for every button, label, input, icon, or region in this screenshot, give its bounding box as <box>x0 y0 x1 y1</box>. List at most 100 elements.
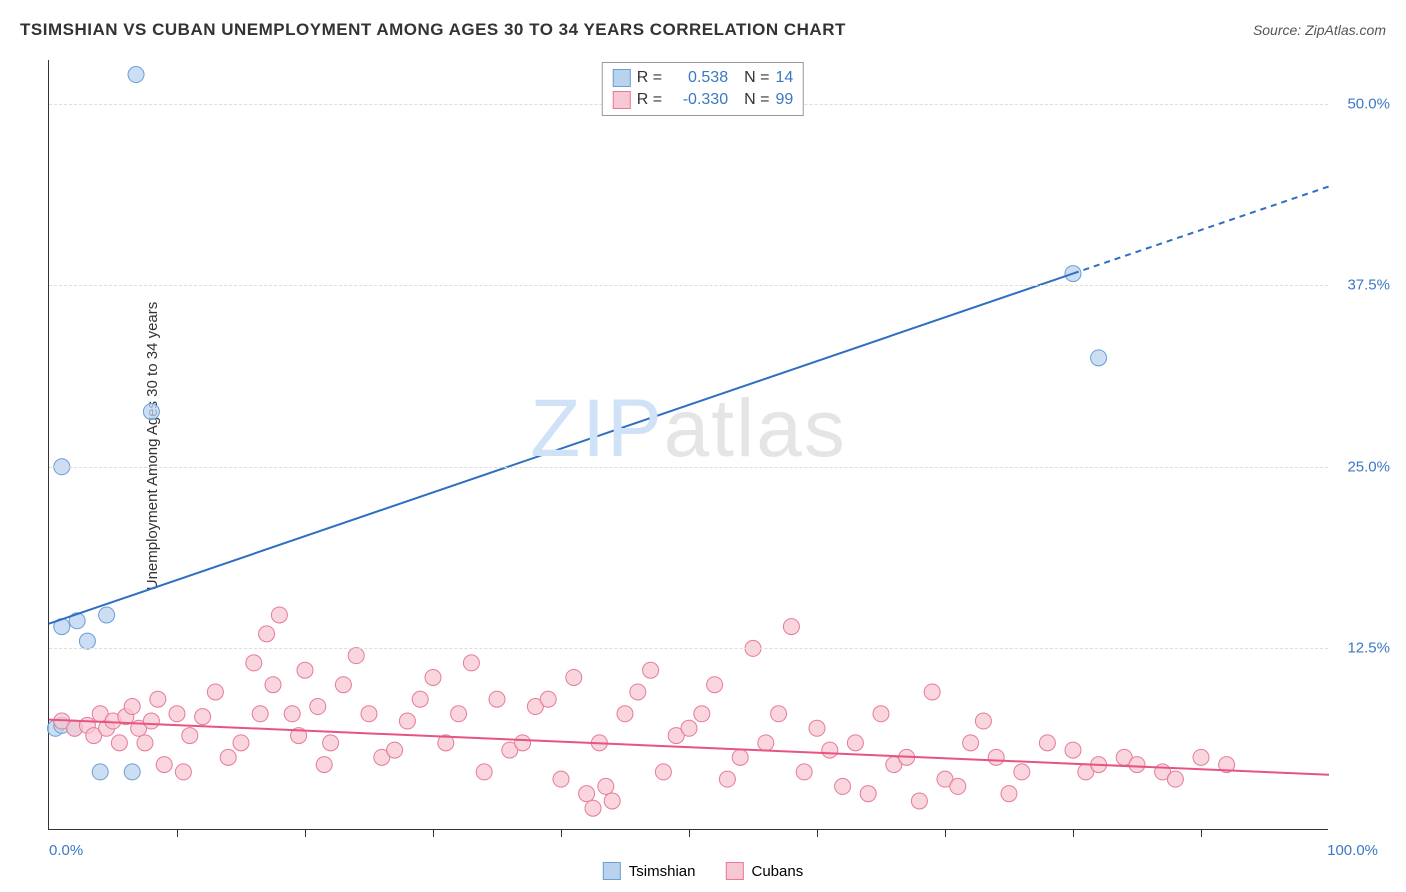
x-tick <box>1201 829 1202 837</box>
data-point <box>707 677 723 693</box>
x-axis-label: 0.0% <box>49 842 83 859</box>
stats-legend: R =0.538N =14R =-0.330N =99 <box>602 62 804 116</box>
stat-n-label: N = <box>744 91 769 109</box>
data-point <box>835 778 851 794</box>
data-point <box>412 691 428 707</box>
data-point <box>387 742 403 758</box>
data-point <box>1065 742 1081 758</box>
data-point <box>476 764 492 780</box>
data-point <box>310 699 326 715</box>
regression-line <box>49 274 1073 624</box>
data-point <box>873 706 889 722</box>
data-point <box>988 749 1004 765</box>
series-legend-item: Cubans <box>725 862 803 880</box>
data-point <box>259 626 275 642</box>
legend-swatch <box>613 91 631 109</box>
data-point <box>137 735 153 751</box>
data-point <box>111 735 127 751</box>
stats-row: R =-0.330N =99 <box>613 89 793 111</box>
data-point <box>156 757 172 773</box>
x-tick <box>433 829 434 837</box>
data-point <box>585 800 601 816</box>
data-point <box>150 691 166 707</box>
data-point <box>1039 735 1055 751</box>
data-point <box>265 677 281 693</box>
data-point <box>809 720 825 736</box>
data-point <box>822 742 838 758</box>
data-point <box>175 764 191 780</box>
data-point <box>182 728 198 744</box>
data-point <box>847 735 863 751</box>
gridline <box>49 648 1328 649</box>
data-point <box>1129 757 1145 773</box>
plot-area: ZIPatlas 12.5%25.0%37.5%50.0%0.0%100.0% <box>48 60 1328 830</box>
data-point <box>124 764 140 780</box>
data-point <box>1001 786 1017 802</box>
series-name: Tsimshian <box>629 863 696 880</box>
gridline <box>49 467 1328 468</box>
data-point <box>489 691 505 707</box>
data-point <box>1167 771 1183 787</box>
x-tick <box>817 829 818 837</box>
data-point <box>220 749 236 765</box>
data-point <box>771 706 787 722</box>
data-point <box>681 720 697 736</box>
stat-r-value: -0.330 <box>668 91 728 109</box>
x-tick <box>305 829 306 837</box>
data-point <box>361 706 377 722</box>
data-point <box>694 706 710 722</box>
data-point <box>92 764 108 780</box>
series-name: Cubans <box>751 863 803 880</box>
data-point <box>124 699 140 715</box>
x-tick <box>945 829 946 837</box>
data-point <box>655 764 671 780</box>
data-point <box>911 793 927 809</box>
data-point <box>425 669 441 685</box>
data-point <box>335 677 351 693</box>
y-tick-label: 12.5% <box>1347 640 1390 657</box>
data-point <box>297 662 313 678</box>
data-point <box>540 691 556 707</box>
data-point <box>348 648 364 664</box>
data-point <box>975 713 991 729</box>
y-tick-label: 37.5% <box>1347 277 1390 294</box>
data-point <box>399 713 415 729</box>
data-point <box>630 684 646 700</box>
data-point <box>924 684 940 700</box>
data-point <box>860 786 876 802</box>
data-point <box>796 764 812 780</box>
y-tick-label: 25.0% <box>1347 458 1390 475</box>
data-point <box>143 404 159 420</box>
stat-n-label: N = <box>744 69 769 87</box>
data-point <box>79 633 95 649</box>
data-point <box>451 706 467 722</box>
stats-row: R =0.538N =14 <box>613 67 793 89</box>
title-bar: TSIMSHIAN VS CUBAN UNEMPLOYMENT AMONG AG… <box>20 20 1386 40</box>
data-point <box>758 735 774 751</box>
data-point <box>553 771 569 787</box>
data-point <box>316 757 332 773</box>
x-tick <box>1073 829 1074 837</box>
data-point <box>252 706 268 722</box>
legend-swatch <box>613 69 631 87</box>
data-point <box>207 684 223 700</box>
data-point <box>515 735 531 751</box>
stat-n-value: 14 <box>775 69 793 87</box>
data-point <box>963 735 979 751</box>
data-point <box>233 735 249 751</box>
data-point <box>128 67 144 83</box>
data-point <box>617 706 633 722</box>
data-point <box>284 706 300 722</box>
data-point <box>271 607 287 623</box>
series-legend-item: Tsimshian <box>603 862 696 880</box>
data-point <box>1193 749 1209 765</box>
data-point <box>99 607 115 623</box>
x-tick <box>561 829 562 837</box>
data-point <box>566 669 582 685</box>
data-point <box>195 709 211 725</box>
data-point <box>783 619 799 635</box>
series-legend: Tsimshian Cubans <box>603 862 803 880</box>
regression-line-extrapolated <box>1073 186 1329 273</box>
data-point <box>579 786 595 802</box>
data-point <box>463 655 479 671</box>
